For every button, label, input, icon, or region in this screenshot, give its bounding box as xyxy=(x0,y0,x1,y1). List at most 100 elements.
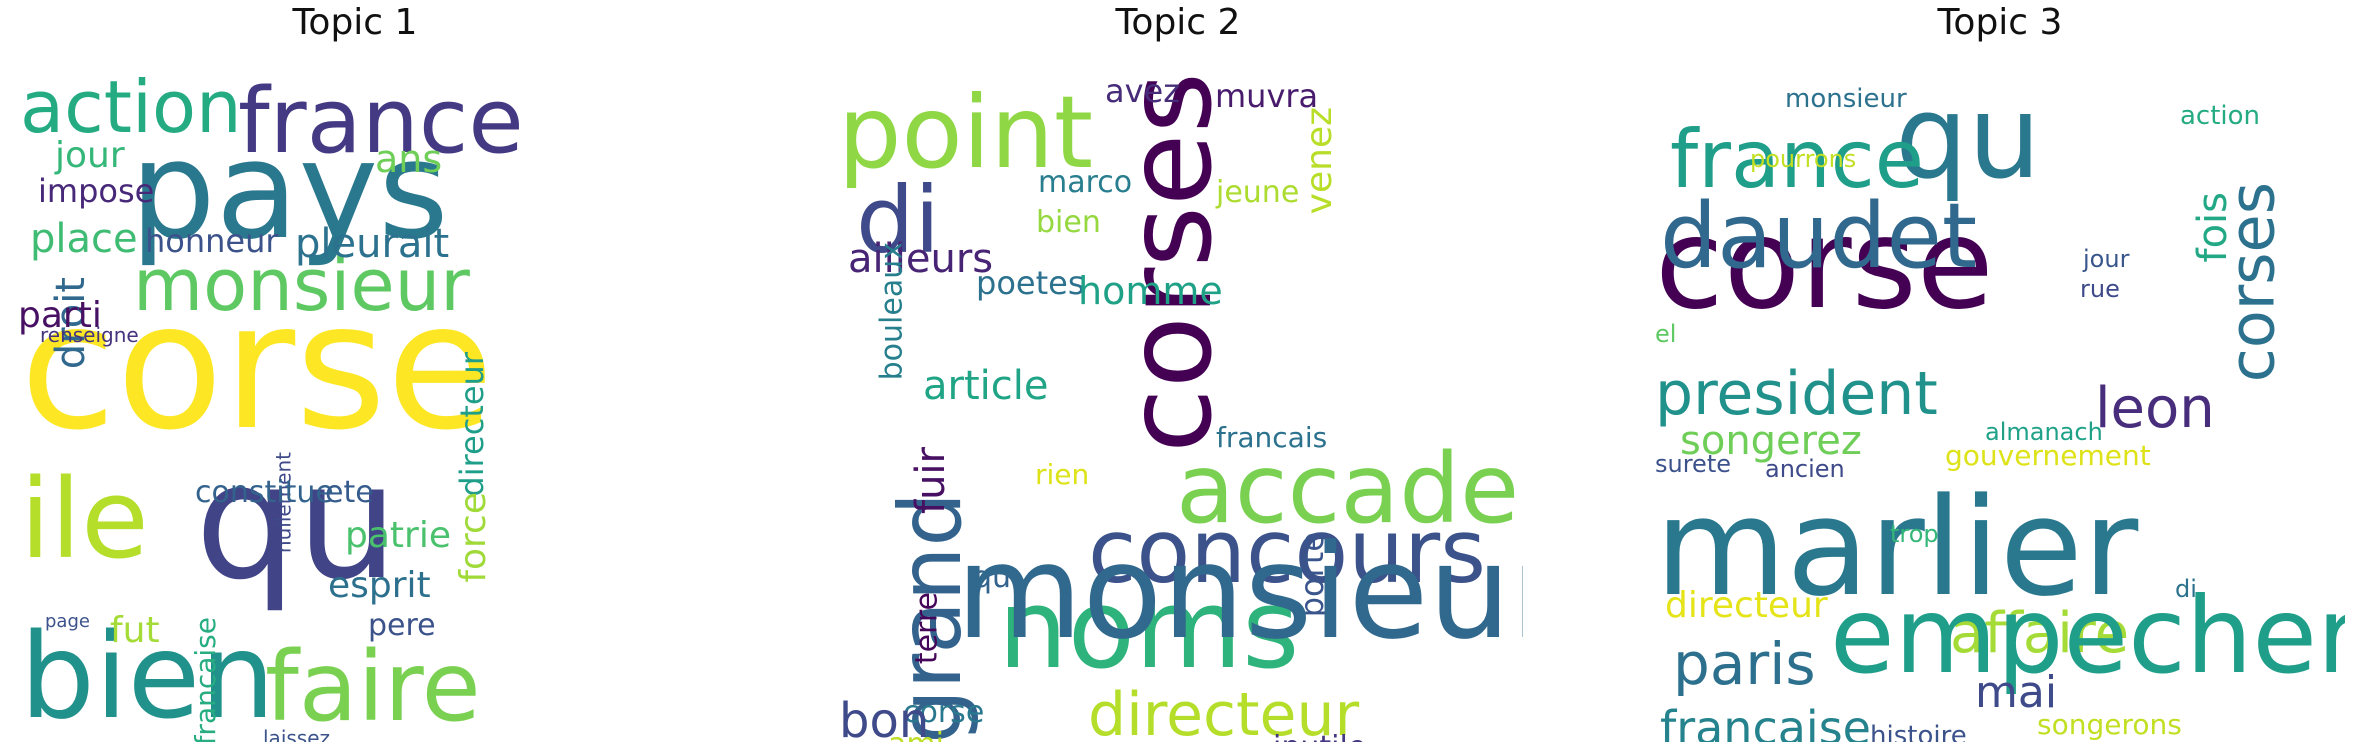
word-jour: jour xyxy=(2082,245,2130,273)
word-muvra: muvra xyxy=(1215,77,1318,115)
word-faire: faire xyxy=(265,631,481,742)
word-droit: droit xyxy=(48,277,94,369)
word-francaise: francaise xyxy=(1660,701,1871,742)
word-histoire: histoire xyxy=(1870,721,1967,742)
word-esprit: esprit xyxy=(328,565,431,606)
word-paris: paris xyxy=(1673,630,1816,698)
topic-3-panel: Topic 3 corse marlier qu daudet france monsie… xyxy=(1655,0,2345,754)
word-gouvernement: gouvernement xyxy=(1945,439,2151,472)
word-france: france xyxy=(238,69,524,174)
word-affaire: affaire xyxy=(1950,601,2129,666)
word-cloud: corse marlier qu daudet france monsieur action… xyxy=(1655,52,2345,742)
word-terre: terre xyxy=(909,592,944,664)
word-cloud: corse pays qu bien ile france action monsieur fa… xyxy=(10,52,700,742)
word-fuir: fuir xyxy=(908,446,954,514)
word-qu: qu xyxy=(1895,71,2041,205)
word-ans: ans xyxy=(375,137,442,181)
word-corse: corse xyxy=(903,695,984,730)
word-president: president xyxy=(1655,359,1938,429)
word-trop: trop xyxy=(1890,520,1939,548)
word-patrie: patrie xyxy=(345,515,451,556)
word-marlier: marlier xyxy=(1655,469,2139,626)
word-ami: ami xyxy=(888,727,944,742)
word-monsieur: monsieur xyxy=(133,243,470,327)
topic-2-panel: Topic 2 point corses di avez muvra marco jeune… xyxy=(833,0,1523,754)
word-leon: leon xyxy=(2095,376,2215,441)
word-accademia: accademia xyxy=(1176,433,1523,545)
word-cloud-svg: point corses di avez muvra marco jeune bien vene… xyxy=(838,72,1523,742)
word-honneur: honneur xyxy=(145,222,279,260)
word-songerez: songerez xyxy=(1680,418,1862,464)
word-inutile: inutile xyxy=(1273,730,1366,742)
word-porte: porte xyxy=(1293,532,1331,617)
word-directeur: directeur xyxy=(453,351,491,496)
word-concours: concours xyxy=(1088,500,1486,603)
word-rue: rue xyxy=(2080,275,2120,303)
word-di: di xyxy=(2175,575,2197,603)
word-place: place xyxy=(30,216,138,262)
word-constitue: constitue xyxy=(195,475,334,510)
word-directeur: directeur xyxy=(1088,680,1359,742)
word-page: page xyxy=(45,611,90,632)
word-fut: fut xyxy=(110,610,160,651)
word-cloud: point corses di avez muvra marco jeune bien vene… xyxy=(833,52,1523,742)
word-pays: pays xyxy=(130,112,449,269)
word-action: action xyxy=(20,65,242,149)
word-noms: noms xyxy=(998,565,1299,693)
word-ete: ete xyxy=(325,475,374,510)
word-songerons: songerons xyxy=(2037,708,2182,741)
word-surete: surete xyxy=(1655,450,1731,478)
word-bien: bien xyxy=(20,607,275,742)
word-qu: qu xyxy=(973,560,1011,595)
word-francais: francais xyxy=(1216,421,1327,454)
word-corse: corse xyxy=(20,266,494,469)
word-poetes: poetes xyxy=(976,264,1084,302)
word-daudet: daudet xyxy=(1660,184,1977,289)
word-directeur: directeur xyxy=(1665,585,1828,626)
word-point: point xyxy=(838,74,1093,191)
word-francaise: francaise xyxy=(189,617,222,742)
word-mai: mai xyxy=(1975,667,2057,718)
word-ile: ile xyxy=(20,455,149,583)
word-ailleurs: ailleurs xyxy=(848,236,993,282)
word-impose: impose xyxy=(38,172,154,210)
word-homme: homme xyxy=(1078,269,1223,313)
word-corses: corses xyxy=(2215,182,2288,382)
topic-1-panel: Topic 1 corse pays qu bien ile france action mo… xyxy=(10,0,700,754)
word-bien: bien xyxy=(1036,205,1101,240)
word-renseigne: renseigne xyxy=(40,323,139,347)
panel-title: Topic 3 xyxy=(1937,2,2063,43)
word-fois: fois xyxy=(2190,192,2236,263)
word-qu: qu xyxy=(195,428,398,615)
word-corse: corse xyxy=(1655,192,1994,337)
word-jour: jour xyxy=(54,135,125,176)
word-pere: pere xyxy=(368,608,436,643)
word-article: article xyxy=(923,363,1048,409)
panel-title: Topic 2 xyxy=(1115,2,1241,43)
word-france: france xyxy=(1670,113,1924,206)
word-bouleaux: bouleaux xyxy=(874,242,909,380)
word-pleurait: pleurait xyxy=(295,221,449,267)
word-venez: venez xyxy=(1299,107,1340,214)
word-jeune: jeune xyxy=(1215,175,1299,210)
word-marco: marco xyxy=(1038,165,1132,200)
word-rien: rien xyxy=(1035,458,1089,491)
panel-title: Topic 1 xyxy=(292,2,418,43)
word-nullement: nullement xyxy=(272,452,296,553)
word-empecher: empecher xyxy=(1830,575,2345,697)
word-force: force xyxy=(453,492,494,583)
word-almanach: almanach xyxy=(1985,418,2103,446)
word-di: di xyxy=(856,167,940,274)
word-parti: parti xyxy=(18,295,102,336)
word-ancien: ancien xyxy=(1765,455,1845,483)
word-action: action xyxy=(2180,101,2260,131)
word-corses: corses xyxy=(1100,72,1238,453)
word-pourrons: pourrons xyxy=(1750,145,1856,173)
word-avez: avez xyxy=(1105,72,1180,110)
word-monsieur: monsieur xyxy=(1785,84,1907,114)
word-bon: bon xyxy=(839,693,929,742)
word-laissez: laissez xyxy=(263,726,330,742)
word-monsieur: monsieur xyxy=(956,516,1523,668)
